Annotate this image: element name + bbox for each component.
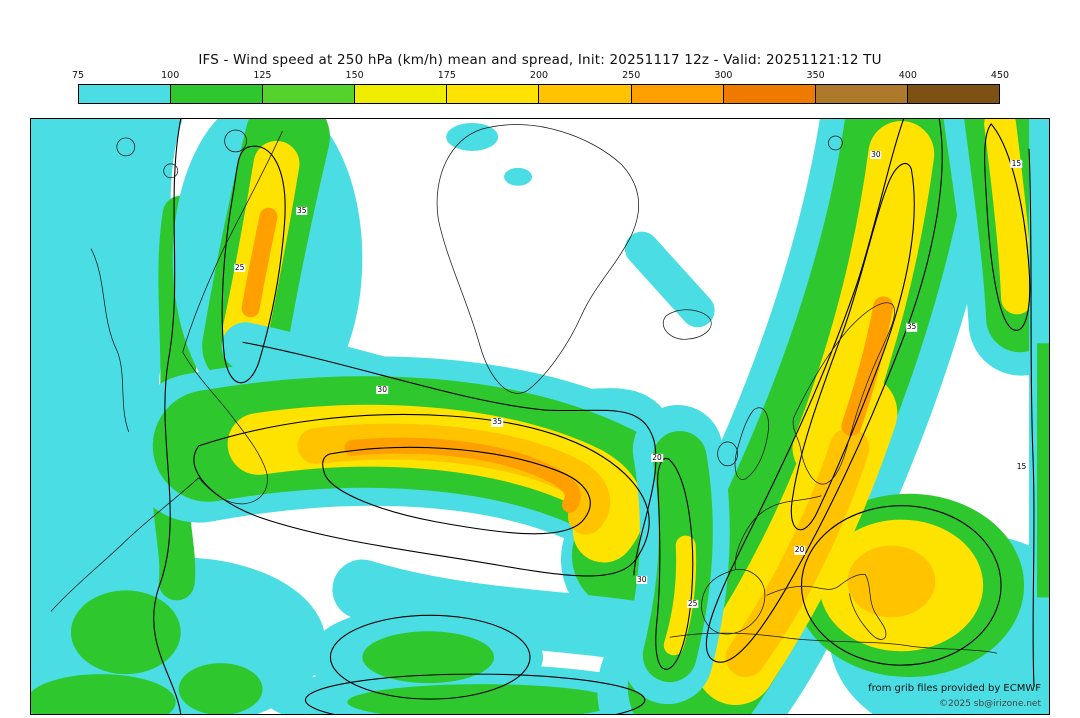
contour-line <box>1028 148 1035 688</box>
spread-label: 35 <box>905 322 918 332</box>
wind-band <box>362 631 495 684</box>
wind-band <box>624 231 715 328</box>
colorbar-tick-175: 175 <box>437 70 456 81</box>
wind-band <box>178 663 263 714</box>
contour-lines-layer <box>153 119 1035 714</box>
coastline-hudson <box>90 248 130 433</box>
contour-line <box>790 162 915 531</box>
contour-line <box>329 614 531 700</box>
colorbar-tick-450: 450 <box>990 70 1010 81</box>
spread-label: 25 <box>686 598 699 609</box>
colorbar-segments <box>78 84 1000 104</box>
wind-band <box>70 590 181 675</box>
wind-band <box>725 427 870 678</box>
coastline-island <box>224 129 247 153</box>
wind-band <box>31 674 176 714</box>
colorbar-segment-1 <box>79 85 172 103</box>
coastline-na <box>182 352 267 472</box>
colorbar-tick-125: 125 <box>253 70 272 81</box>
colorbar-tick-100: 100 <box>161 70 180 81</box>
colorbar-tick-250: 250 <box>622 70 641 81</box>
wind-band <box>1037 343 1049 598</box>
spread-label: 35 <box>296 206 308 216</box>
spread-label: 30 <box>636 575 648 585</box>
colorbar-segment-4 <box>355 85 448 103</box>
copyright-text: ©2025 sb@irizone.net <box>939 699 1041 709</box>
contour-line <box>221 145 286 384</box>
colorbar: 75 100 125 150 175 200 250 300 350 400 450 <box>72 70 1009 106</box>
contour-line <box>153 119 182 714</box>
attribution-text: from grib files provided by ECMWF <box>868 683 1041 694</box>
spread-label: 25 <box>233 262 246 272</box>
wind-band <box>332 559 666 662</box>
coastlines-layer <box>50 124 998 654</box>
coastline-britain <box>734 407 769 480</box>
colorbar-tick-150: 150 <box>345 70 364 81</box>
contour-line <box>304 673 646 714</box>
coastline-greenland <box>436 124 639 394</box>
wind-field-layer <box>31 119 1049 714</box>
spread-label: 30 <box>870 149 882 159</box>
colorbar-tick-400: 400 <box>898 70 917 81</box>
coastline-africa <box>669 632 998 654</box>
coastline-iceland <box>662 309 712 340</box>
spread-label: 35 <box>491 417 504 427</box>
contour-line <box>800 505 1002 666</box>
colorbar-segment-7 <box>631 85 724 103</box>
colorbar-segment-3 <box>263 85 356 103</box>
contour-line <box>655 457 694 670</box>
spread-label: 30 <box>376 384 388 394</box>
coastline-europe <box>734 495 822 570</box>
spread-label: 15 <box>1015 461 1028 472</box>
spread-label: 20 <box>651 453 663 463</box>
contour-line <box>705 119 943 663</box>
coastline-na <box>198 471 268 505</box>
coastline-island <box>116 137 136 157</box>
chart-title: IFS - Wind speed at 250 hPa (km/h) mean … <box>198 52 882 68</box>
wind-band <box>984 119 1034 315</box>
coastline-iberia <box>701 568 766 635</box>
spread-label: 15 <box>1010 158 1023 168</box>
colorbar-segment-10 <box>907 85 999 103</box>
coastline-ireland <box>717 441 738 467</box>
colorbar-tick-350: 350 <box>806 70 825 81</box>
contour-line <box>984 123 1031 331</box>
contour-line <box>242 341 657 576</box>
colorbar-tick-300: 300 <box>714 70 733 81</box>
coastline-island <box>163 163 179 179</box>
coastline-svalbard <box>828 135 843 151</box>
spread-labels: 35 25 35 30 20 30 25 20 35 30 15 15 <box>31 119 1049 714</box>
wind-band <box>504 167 533 186</box>
coastline-scandinavia <box>792 302 895 485</box>
coastline-na <box>50 477 199 612</box>
coastline-italy <box>766 574 887 640</box>
map-svg <box>31 119 1049 714</box>
wind-band <box>347 684 617 714</box>
map-area: 35 25 35 30 20 30 25 20 35 30 15 15 from grib files… <box>30 118 1050 715</box>
colorbar-segment-9 <box>815 85 908 103</box>
contour-line <box>322 446 591 535</box>
wind-band <box>847 545 936 618</box>
colorbar-ticks: 75 100 125 150 175 200 250 300 350 400 450 <box>72 70 1009 82</box>
wind-band <box>663 535 697 656</box>
colorbar-segment-8 <box>723 85 816 103</box>
colorbar-segment-2 <box>171 85 264 103</box>
spread-label: 20 <box>793 545 806 555</box>
colorbar-tick-75: 75 <box>71 70 85 81</box>
wind-band <box>446 122 499 151</box>
wind-band <box>241 207 278 318</box>
colorbar-segment-5 <box>447 85 540 103</box>
colorbar-tick-200: 200 <box>529 70 549 81</box>
wind-band <box>841 296 894 436</box>
wind-band <box>344 437 581 513</box>
coastline-baffin <box>182 130 283 353</box>
colorbar-segment-6 <box>539 85 632 103</box>
